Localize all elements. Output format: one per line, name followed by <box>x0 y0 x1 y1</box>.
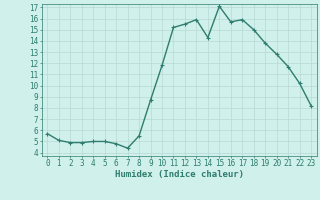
X-axis label: Humidex (Indice chaleur): Humidex (Indice chaleur) <box>115 170 244 179</box>
